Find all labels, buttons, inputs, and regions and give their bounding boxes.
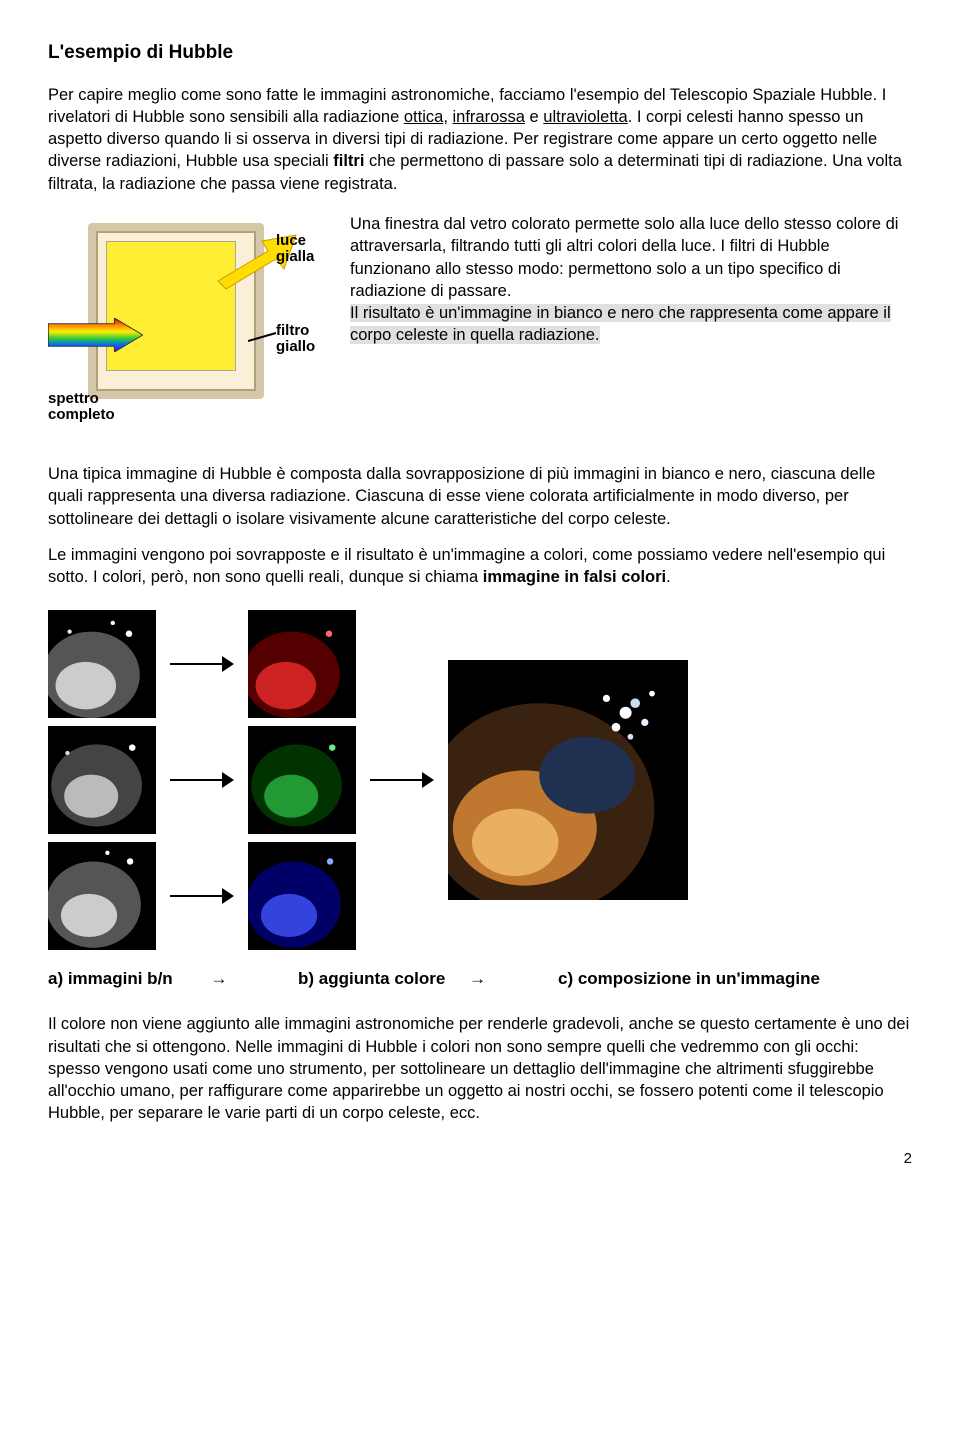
mid-paragraph-1: Una tipica immagine di Hubble è composta… [48,463,912,530]
mid-paragraph-2: Le immagini vengono poi sovrapposte e il… [48,544,912,589]
link-infrarossa[interactable]: infrarossa [452,108,524,126]
caption-a: a) immagini b/n [48,969,173,988]
bw-thumb-3 [48,842,156,950]
bw-thumb-1 [48,610,156,718]
caption-c: c) composizione in un'immagine [558,969,820,988]
filter-diagram: luce gialla filtro giallo spettro comple… [48,213,328,443]
caption-row: a) immagini b/n → b) aggiunta colore → c… [48,968,912,991]
arrows-column-1 [170,610,234,950]
color-thumb-blue [248,842,356,950]
color-column [248,610,356,950]
caption-b: b) aggiunta colore [298,969,445,988]
bw-thumb-2 [48,726,156,834]
color-thumb-green [248,726,356,834]
bold-filtri: filtri [333,152,364,170]
composite-image [448,660,688,900]
side-paragraph-highlight: Il risultato è un'immagine in bianco e n… [350,304,891,344]
label-filtro-giallo: filtro giallo [276,323,315,355]
label-luce-gialla: luce gialla [276,233,314,265]
page-number: 2 [48,1149,912,1169]
final-paragraph: Il colore non viene aggiunto alle immagi… [48,1013,912,1124]
arrow-right-icon [370,776,434,784]
bold-falsi-colori: immagine in falsi colori [483,568,666,586]
side-paragraph-1: Una finestra dal vetro colorato permette… [350,215,898,300]
color-thumb-red [248,610,356,718]
arrow-right-icon [170,776,234,784]
intro-paragraph: Per capire meglio come sono fatte le imm… [48,84,912,195]
bw-column [48,610,156,950]
mid-text-b: Le immagini vengono poi sovrapposte e il… [48,546,885,586]
side-text: Una finestra dal vetro colorato permette… [350,213,912,347]
sep: e [525,108,543,126]
mid-text-c: . [666,568,671,586]
label-spettro-completo: spettro completo [48,391,115,423]
link-ottica[interactable]: ottica [404,108,443,126]
arrows-column-2 [370,776,434,784]
image-composition-row [48,610,912,950]
pointer-line-icon [248,331,278,345]
arrow-right-icon [170,892,234,900]
arrow-glyph-icon: → [210,969,227,988]
arrow-glyph-icon: → [469,969,486,988]
spectrum-arrow-icon [48,318,143,352]
arrow-right-icon [170,660,234,668]
link-ultravioletta[interactable]: ultravioletta [543,108,627,126]
page-title: L'esempio di Hubble [48,40,912,66]
